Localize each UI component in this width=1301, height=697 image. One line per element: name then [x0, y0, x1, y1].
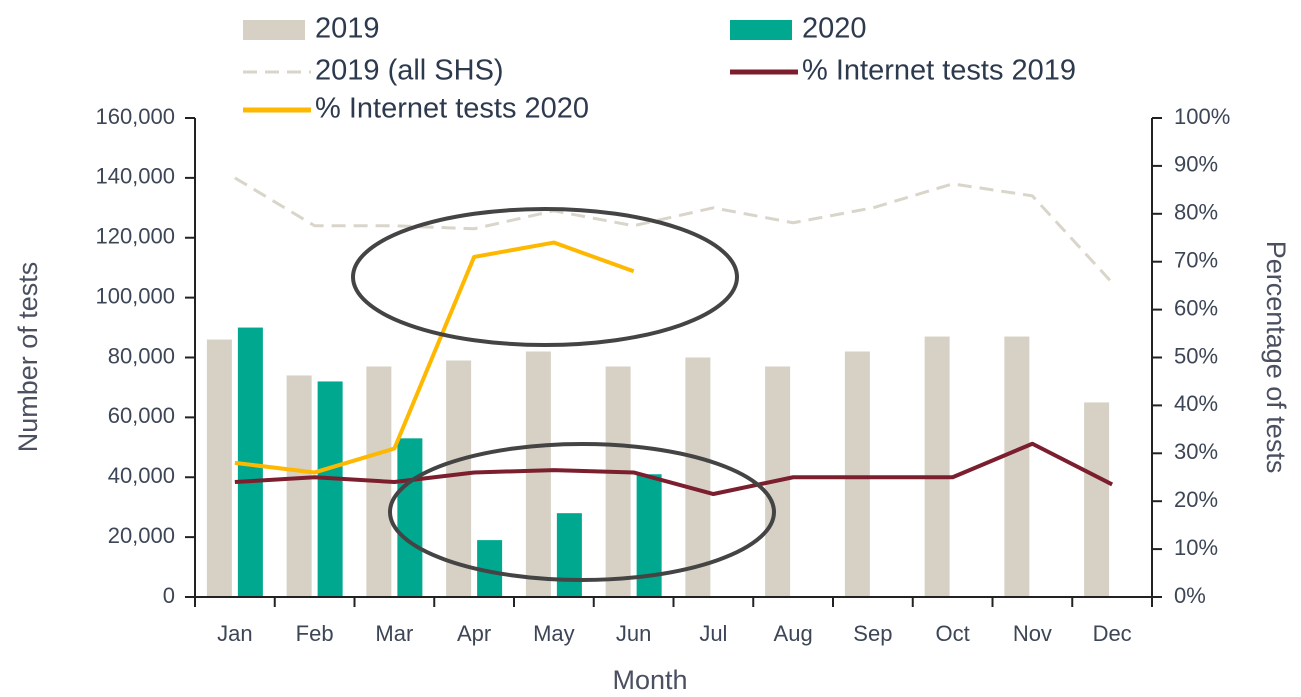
y2-tick-label: 70%	[1174, 248, 1218, 273]
bar	[605, 366, 631, 597]
y2-axis-label: Percentage of tests	[1261, 241, 1291, 474]
y-tick-label: 100,000	[95, 283, 175, 308]
y-tick-label: 80,000	[108, 343, 175, 368]
y2-tick-label: 60%	[1174, 295, 1218, 320]
x-tick-label: Oct	[936, 621, 970, 646]
y-axis-label: Number of tests	[13, 262, 43, 453]
legend-label: % Internet tests 2020	[315, 93, 589, 125]
x-tick-label: Jun	[616, 621, 651, 646]
bar	[556, 513, 582, 597]
y-tick-label: 140,000	[95, 164, 175, 189]
x-tick-label: Feb	[296, 621, 334, 646]
bar	[1004, 336, 1030, 597]
line	[234, 240, 635, 475]
y2-tick-label: 50%	[1174, 343, 1218, 368]
bar	[446, 360, 472, 597]
bar	[397, 438, 423, 597]
bar	[924, 336, 950, 597]
legend-label: % Internet tests 2019	[802, 55, 1076, 87]
x-tick-label: Dec	[1093, 621, 1132, 646]
x-tick-label: Jul	[699, 621, 727, 646]
y2-tick-label: 0%	[1174, 583, 1206, 608]
x-tick-label: May	[533, 621, 575, 646]
legend-label: 2019	[315, 13, 380, 45]
y-tick-label: 20,000	[108, 523, 175, 548]
legend-swatch	[243, 20, 305, 40]
y2-tick-label: 80%	[1174, 200, 1218, 225]
bar	[206, 339, 232, 597]
legend-label: 2020	[802, 13, 867, 45]
line	[234, 176, 1114, 284]
legend-swatch	[730, 20, 792, 40]
x-tick-label: Mar	[375, 621, 413, 646]
x-axis-label: Month	[612, 665, 687, 695]
bar	[1084, 402, 1110, 597]
y2-tick-label: 40%	[1174, 391, 1218, 416]
bar	[685, 357, 711, 597]
y-tick-label: 40,000	[108, 463, 175, 488]
y2-tick-label: 100%	[1174, 104, 1230, 129]
annotation-ellipse	[351, 207, 739, 347]
y-tick-label: 120,000	[95, 224, 175, 249]
legend-label: 2019 (all SHS)	[315, 55, 504, 87]
y2-tick-label: 20%	[1174, 487, 1218, 512]
y-tick-label: 160,000	[95, 104, 175, 129]
y-tick-label: 0	[163, 583, 175, 608]
annotation-ellipse	[388, 442, 776, 582]
y-tick-label: 60,000	[108, 403, 175, 428]
y2-tick-label: 90%	[1174, 152, 1218, 177]
x-tick-label: Apr	[457, 621, 491, 646]
y2-tick-label: 10%	[1174, 535, 1218, 560]
x-tick-label: Jan	[217, 621, 252, 646]
x-tick-label: Sep	[853, 621, 892, 646]
bar	[286, 375, 312, 597]
line	[234, 441, 1114, 497]
bar	[525, 351, 551, 597]
y2-tick-label: 30%	[1174, 439, 1218, 464]
x-tick-label: Aug	[774, 621, 813, 646]
x-tick-label: Nov	[1013, 621, 1052, 646]
bar	[317, 381, 343, 597]
bar	[844, 351, 870, 597]
